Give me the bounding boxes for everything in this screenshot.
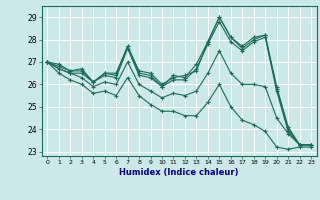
X-axis label: Humidex (Indice chaleur): Humidex (Indice chaleur)	[119, 168, 239, 177]
